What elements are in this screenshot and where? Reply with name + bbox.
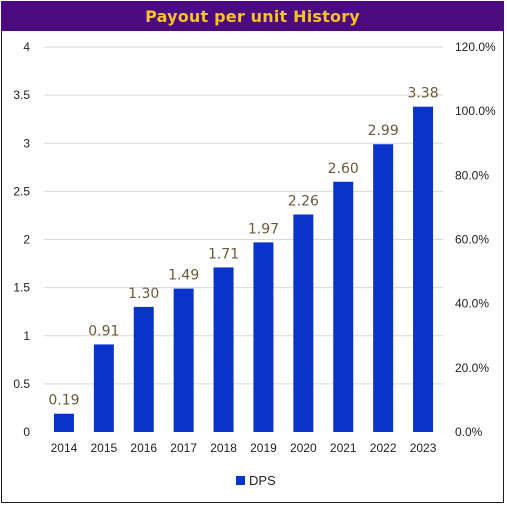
y2-tick-label: 120.0%: [455, 40, 496, 54]
data-labels: 0.19 0.91 1.30 1.49 1.71 1.97 2.26 2.60 2.99 3.38: [48, 86, 438, 409]
x-tick-label-2022: 2022: [370, 441, 397, 455]
x-tick-label-2018: 2018: [210, 441, 237, 455]
x-tick-label-2016: 2016: [130, 441, 157, 455]
y2-tick-label: 80.0%: [455, 168, 489, 182]
bar-2018: [213, 267, 234, 432]
data-label-2018: 1.71: [208, 246, 239, 262]
y-tick-label: 0.5: [13, 377, 30, 391]
x-tick-label-2017: 2017: [170, 441, 197, 455]
chart-title: Payout per unit History: [145, 6, 360, 26]
bar-2020: [293, 214, 314, 432]
y-tick-label: 2.5: [13, 184, 30, 198]
y2-tick-label: 20.0%: [455, 361, 489, 375]
bar-2021: [333, 181, 354, 432]
bar-2016: [133, 306, 154, 432]
x-tick-label-2023: 2023: [410, 441, 437, 455]
x-tick-label-2019: 2019: [250, 441, 277, 455]
y-axis-right: 0.0% 20.0% 40.0% 60.0% 80.0% 100.0% 120.0%: [455, 40, 496, 439]
y-tick-label: 0: [23, 425, 30, 439]
legend-label-dps: DPS: [249, 473, 276, 488]
bar-2014: [53, 413, 74, 432]
x-tick-label-2014: 2014: [51, 441, 78, 455]
y2-tick-label: 0.0%: [455, 425, 483, 439]
bar-2017: [173, 288, 194, 432]
data-label-2015: 0.91: [88, 323, 119, 339]
title-bar: Payout per unit History: [1, 1, 504, 31]
x-tick-label-2020: 2020: [290, 441, 317, 455]
x-tick-label-2021: 2021: [330, 441, 357, 455]
y-tick-label: 3: [23, 136, 30, 150]
data-label-2017: 1.49: [168, 268, 199, 284]
bar-2019: [253, 242, 274, 432]
legend-swatch-dps: [236, 476, 245, 485]
data-label-2014: 0.19: [48, 393, 79, 409]
x-axis: 2014 2015 2016 2017 2018 2019 2020 2021 2022 2023: [51, 441, 437, 455]
bars: [53, 106, 434, 433]
bar-2022: [373, 144, 394, 432]
y2-tick-label: 40.0%: [455, 297, 489, 311]
legend: DPS: [236, 473, 276, 488]
y-tick-label: 2: [23, 233, 30, 247]
data-label-2022: 2.99: [368, 123, 399, 139]
x-tick-label-2015: 2015: [90, 441, 117, 455]
bar-2015: [93, 344, 114, 432]
y2-tick-label: 100.0%: [455, 104, 496, 118]
data-label-2016: 1.30: [128, 286, 159, 302]
y-tick-label: 1: [23, 329, 30, 343]
bar-2023: [413, 106, 434, 433]
y-tick-label: 1.5: [13, 281, 30, 295]
data-label-2019: 1.97: [248, 221, 279, 237]
y-tick-label: 4: [23, 40, 30, 54]
data-label-2021: 2.60: [328, 161, 359, 177]
y-axis-left: 0 0.5 1 1.5 2 2.5 3 3.5 4: [13, 40, 30, 439]
data-label-2020: 2.26: [288, 193, 319, 209]
y2-tick-label: 60.0%: [455, 233, 489, 247]
data-label-2023: 3.38: [407, 86, 438, 102]
y-tick-label: 3.5: [13, 88, 30, 102]
